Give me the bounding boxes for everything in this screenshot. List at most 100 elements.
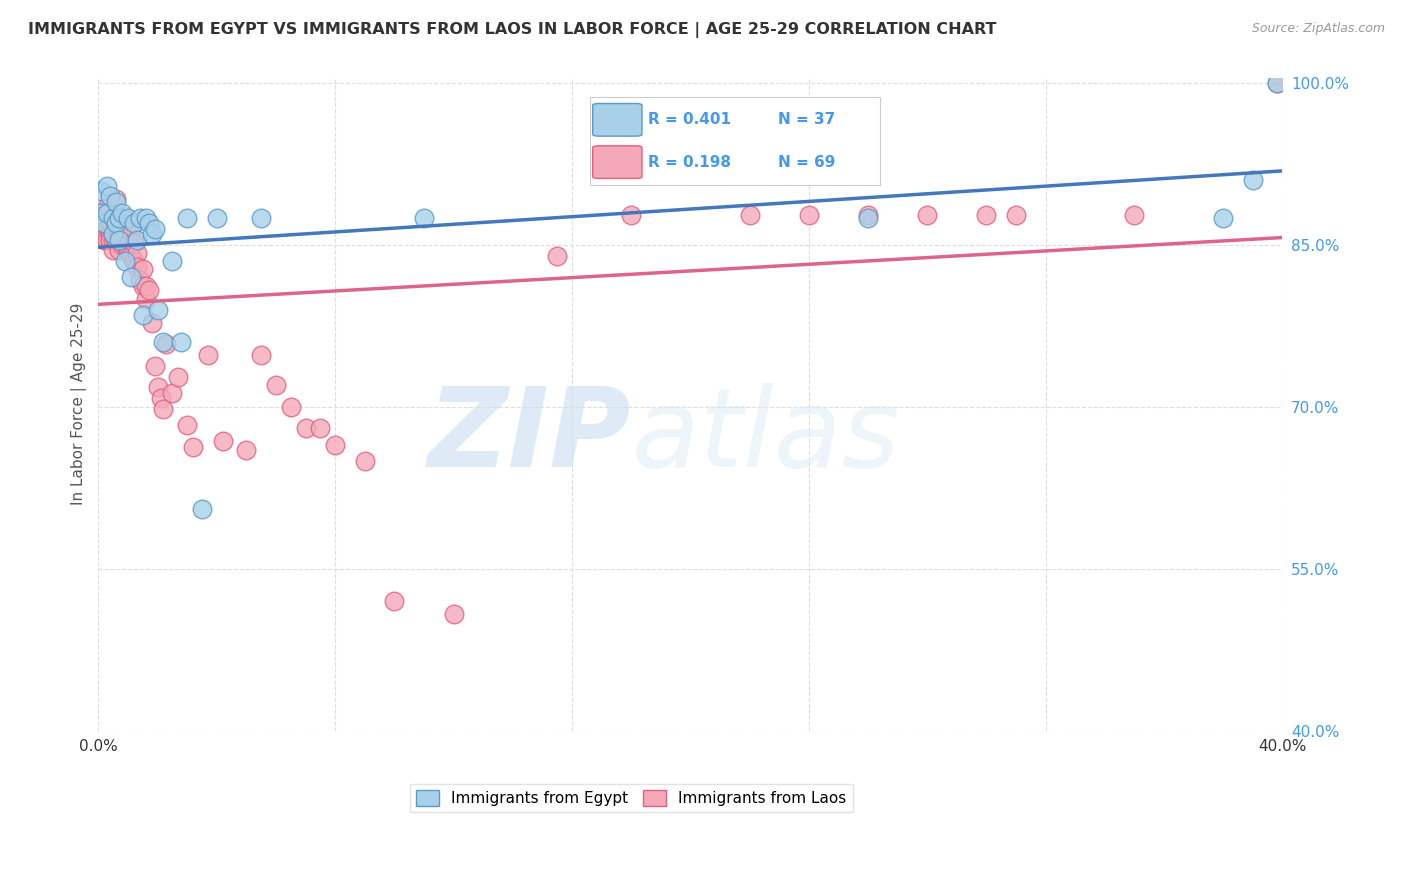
Point [294, 421, 316, 435]
Text: ZIP: ZIP [427, 384, 631, 491]
Point [132, 261, 155, 276]
Point [149, 391, 172, 405]
Point [384, 594, 406, 608]
Point [135, 279, 157, 293]
Point [114, 238, 136, 252]
Point [132, 279, 155, 293]
Point [122, 254, 145, 268]
Point [90, 205, 112, 219]
Point [98, 233, 121, 247]
Point [264, 378, 287, 392]
Point [108, 244, 131, 258]
Point [96, 233, 118, 247]
Point [1005, 208, 1028, 222]
Point [132, 308, 155, 322]
Point [98, 227, 121, 242]
Point [181, 440, 204, 454]
Point [443, 607, 465, 621]
Point [108, 229, 131, 244]
Point [155, 337, 177, 351]
Point [250, 211, 273, 225]
Point [143, 222, 166, 236]
Point [141, 316, 163, 330]
Point [105, 194, 128, 209]
Point [135, 211, 157, 225]
Point [105, 208, 128, 222]
Text: atlas: atlas [631, 384, 900, 491]
Point [856, 208, 879, 222]
Point [413, 211, 436, 225]
Point [353, 454, 375, 468]
Text: IMMIGRANTS FROM EGYPT VS IMMIGRANTS FROM LAOS IN LABOR FORCE | AGE 25-29 CORRELA: IMMIGRANTS FROM EGYPT VS IMMIGRANTS FROM… [28, 22, 997, 38]
Point [101, 211, 124, 225]
Point [125, 233, 148, 247]
Point [152, 335, 174, 350]
Point [111, 238, 134, 252]
Point [98, 189, 121, 203]
Point [101, 233, 124, 247]
Point [101, 244, 124, 258]
Point [108, 211, 131, 225]
Point [138, 284, 160, 298]
Point [101, 227, 124, 242]
Point [162, 385, 184, 400]
Point [108, 216, 131, 230]
Point [162, 254, 184, 268]
Point [146, 302, 169, 317]
Point [111, 222, 134, 236]
Point [738, 208, 761, 222]
Point [1212, 211, 1234, 225]
Point [1123, 208, 1146, 222]
Point [90, 227, 112, 242]
Point [856, 211, 879, 225]
Point [96, 200, 118, 214]
Point [120, 224, 142, 238]
Point [105, 192, 128, 206]
Point [197, 348, 219, 362]
Point [120, 270, 142, 285]
Point [915, 208, 938, 222]
Legend: Immigrants from Egypt, Immigrants from Laos: Immigrants from Egypt, Immigrants from L… [409, 784, 853, 813]
Point [167, 369, 190, 384]
Point [170, 335, 193, 350]
Point [323, 438, 346, 452]
Point [90, 184, 112, 198]
Point [976, 208, 998, 222]
Point [128, 211, 150, 225]
Point [114, 254, 136, 268]
Point [205, 211, 228, 225]
Point [1241, 173, 1264, 187]
Point [93, 233, 115, 247]
Point [797, 208, 820, 222]
Point [141, 227, 163, 242]
Point [93, 216, 115, 230]
Point [1265, 76, 1288, 90]
Point [117, 244, 139, 258]
Point [120, 249, 142, 263]
Point [146, 380, 169, 394]
Point [96, 216, 118, 230]
Point [108, 233, 131, 247]
Point [128, 272, 150, 286]
Point [90, 205, 112, 219]
Point [111, 205, 134, 219]
Point [117, 238, 139, 252]
Point [191, 502, 214, 516]
Point [620, 208, 643, 222]
Point [143, 359, 166, 373]
Point [309, 421, 332, 435]
Point [235, 443, 257, 458]
Point [93, 216, 115, 230]
Point [117, 211, 139, 225]
Point [135, 292, 157, 306]
Point [105, 233, 128, 247]
Point [250, 348, 273, 362]
Point [280, 400, 302, 414]
Point [176, 211, 198, 225]
Point [122, 235, 145, 250]
Text: Source: ZipAtlas.com: Source: ZipAtlas.com [1251, 22, 1385, 36]
Point [96, 178, 118, 193]
Point [176, 418, 198, 433]
Y-axis label: In Labor Force | Age 25-29: In Labor Force | Age 25-29 [72, 303, 87, 506]
Point [138, 216, 160, 230]
